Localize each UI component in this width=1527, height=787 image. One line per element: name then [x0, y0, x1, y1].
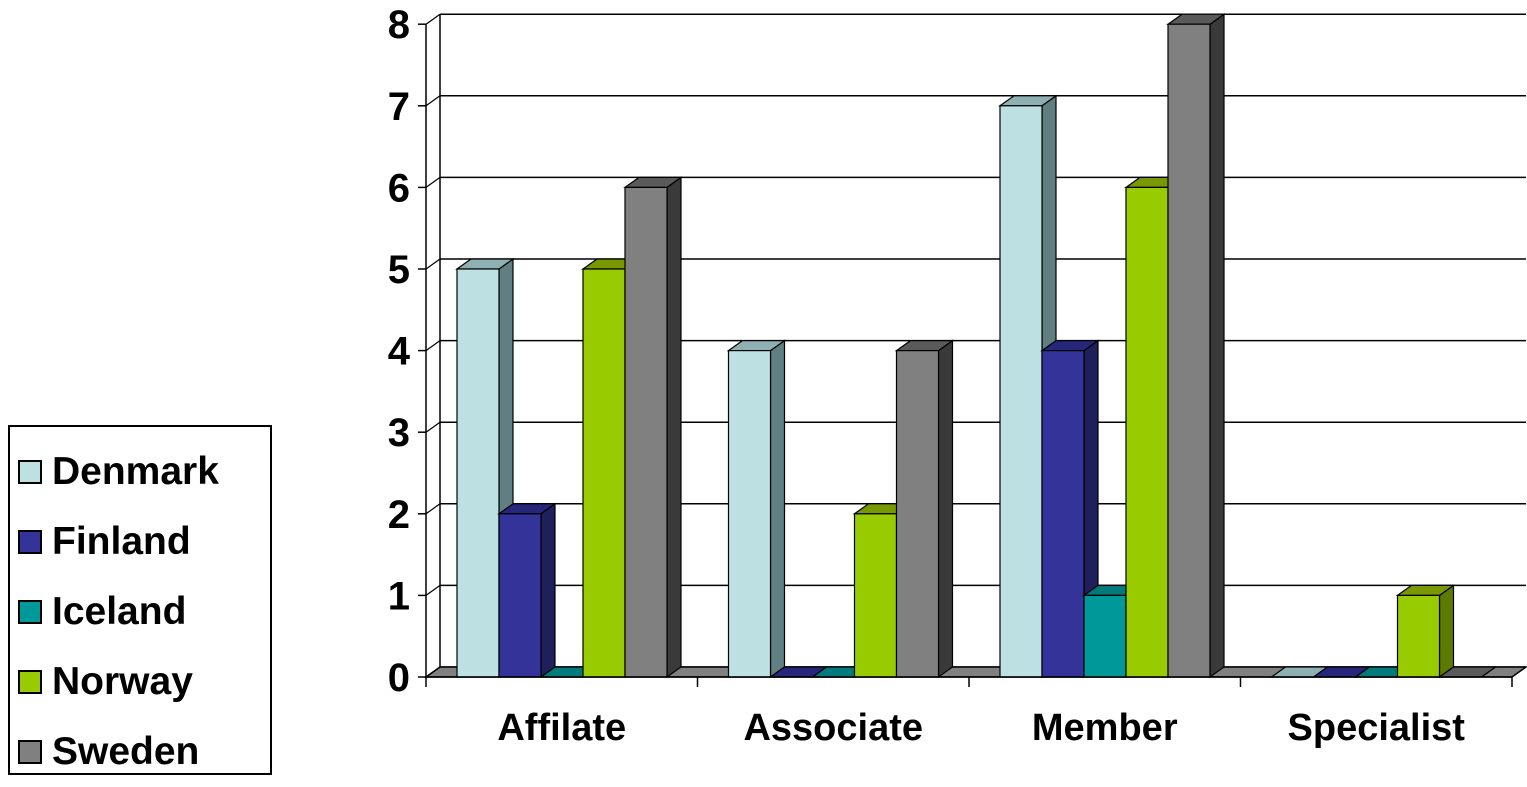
- bar-front: [498, 513, 542, 678]
- legend-item: Denmark: [10, 437, 270, 507]
- bar-front: [895, 350, 940, 678]
- x-category-label: Affilate: [497, 707, 626, 749]
- bar-side: [666, 176, 682, 679]
- legend-item: Norway: [10, 647, 270, 717]
- bar-front: [999, 105, 1043, 678]
- bar-norway-specialist: [1395, 584, 1456, 679]
- bar-front: [582, 268, 626, 678]
- bar-front: [1041, 350, 1085, 678]
- gridline-depth: [425, 584, 441, 596]
- bar-side: [937, 339, 954, 679]
- legend-label: Norway: [52, 660, 193, 703]
- x-category-label: Associate: [743, 707, 923, 749]
- legend-label: Sweden: [52, 730, 200, 773]
- y-tick-label: 4: [388, 330, 411, 374]
- gridline-depth: [425, 258, 441, 270]
- bar-finland-affilate: [497, 502, 557, 679]
- legend-label: Finland: [52, 520, 191, 563]
- y-tick-label: 1: [388, 574, 410, 618]
- y-tick-label: 6: [388, 166, 410, 210]
- legend-item: Iceland: [10, 577, 270, 647]
- x-axis-category-labels: Affilate Associate Member Specialist: [497, 707, 1465, 749]
- gridline-depth: [425, 176, 441, 188]
- bar-front: [624, 186, 668, 678]
- gridline-depth: [425, 340, 441, 352]
- axes: [418, 23, 1513, 687]
- legend: Denmark Finland Iceland Norway Sweden: [8, 425, 272, 775]
- bar-front: [1125, 186, 1169, 678]
- x-category-label: Specialist: [1288, 707, 1466, 749]
- y-tick-label: 2: [388, 493, 410, 537]
- bar-front: [456, 268, 500, 678]
- legend-item: Finland: [10, 507, 270, 577]
- legend-label: Iceland: [52, 590, 187, 633]
- legend-swatch: [18, 740, 42, 764]
- bar-front: [853, 513, 898, 678]
- bar-front: [1083, 594, 1127, 678]
- legend-swatch: [18, 530, 42, 554]
- bar-sweden-associate: [894, 339, 955, 679]
- y-tick-label: 5: [388, 248, 410, 292]
- bar-side: [540, 502, 556, 679]
- y-axis-tick-labels: 0 1 2 3 4 5 6 7 8: [388, 3, 411, 700]
- legend-swatch: [18, 600, 42, 624]
- legend-label: Denmark: [52, 450, 219, 493]
- legend-swatch: [18, 670, 42, 694]
- bar-side: [769, 339, 786, 679]
- bar-sweden-member: [1166, 13, 1226, 679]
- bar-front: [1396, 594, 1441, 678]
- bar-side: [1438, 584, 1455, 679]
- y-tick-label: 3: [388, 411, 410, 455]
- legend-item: Sweden: [10, 717, 270, 787]
- bar-sweden-affilate: [623, 176, 683, 679]
- bar-denmark-associate: [726, 339, 787, 679]
- gridline-depth: [425, 503, 441, 515]
- bars: [455, 13, 1498, 679]
- bar-side: [1209, 13, 1225, 679]
- y-tick-label: 7: [388, 85, 410, 129]
- y-tick-label: 8: [388, 3, 410, 47]
- y-tick-label: 0: [388, 656, 410, 700]
- bar-front: [727, 350, 772, 678]
- gridline-depth: [425, 13, 441, 25]
- gridline-depth: [425, 421, 441, 433]
- legend-swatch: [18, 460, 42, 484]
- gridline-depth: [425, 95, 441, 107]
- x-category-label: Member: [1032, 707, 1178, 749]
- bar-front: [1167, 23, 1211, 678]
